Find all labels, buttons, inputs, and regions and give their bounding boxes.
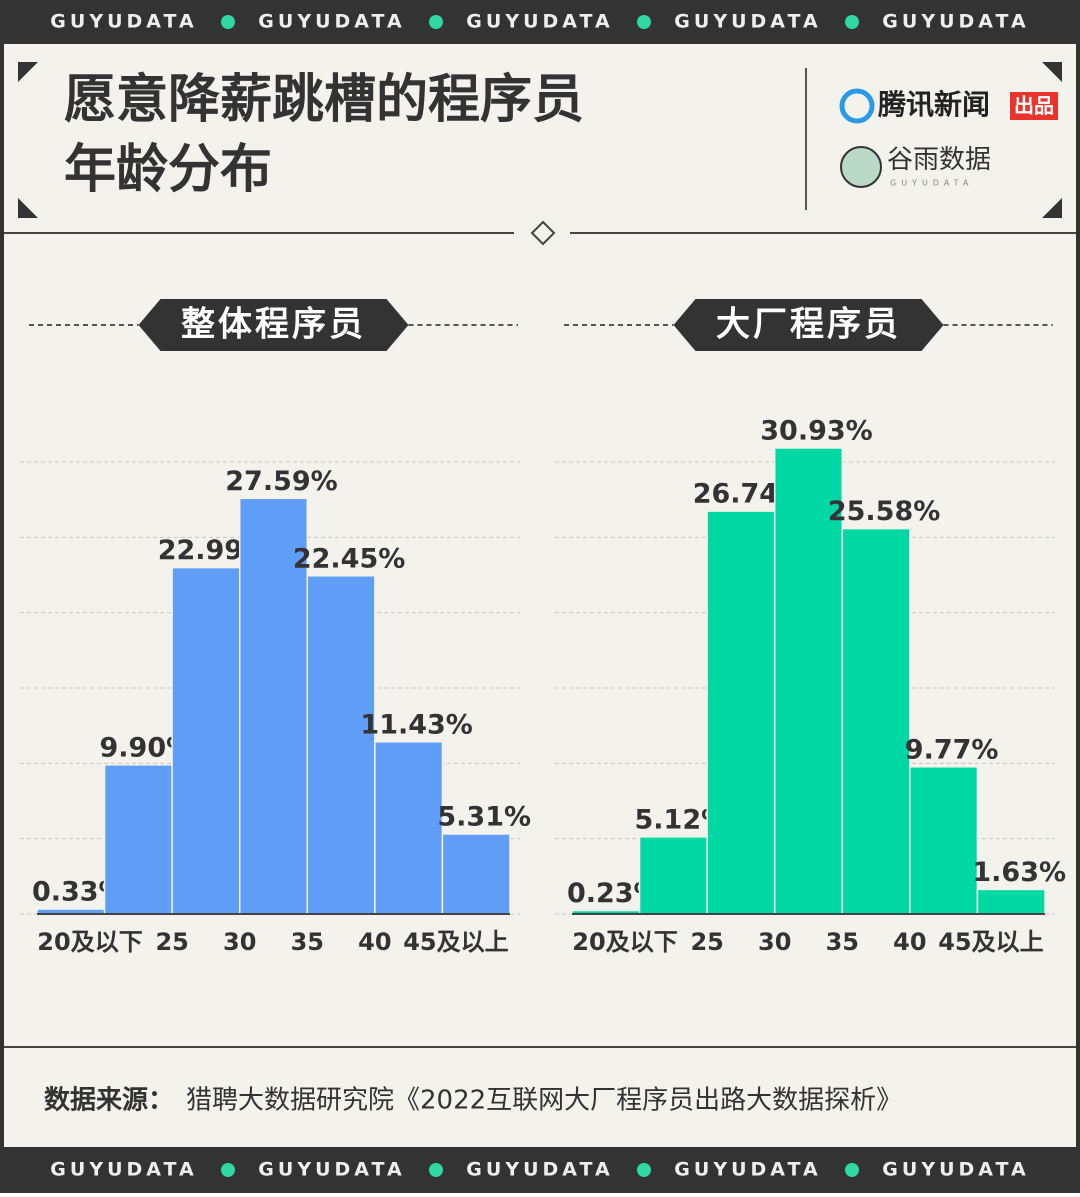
publisher: 腾讯新闻 — [878, 88, 990, 121]
bar — [374, 741, 444, 915]
value-label: 11.43% — [360, 709, 472, 740]
title-pill — [138, 299, 409, 351]
value-label: 5.31% — [437, 801, 531, 832]
source-label: 数据来源： — [44, 1086, 174, 1116]
diamond — [530, 220, 556, 246]
x-tick-label: 25 — [690, 928, 723, 956]
x-tick-label: 30 — [223, 928, 256, 956]
corner — [1042, 62, 1062, 82]
banner-dot — [637, 15, 651, 29]
banner-text: GUYUDATA — [466, 11, 613, 33]
banner-text: GUYUDATA — [258, 11, 405, 33]
banner-dot — [429, 1163, 443, 1177]
value-label: 9.77% — [905, 734, 999, 765]
chart-title: 整体程序员 — [181, 305, 366, 345]
x-tick-label: 35 — [291, 928, 324, 956]
banners: GUYUDATA GUYUDATA GUYUDATA GUYUDATA GUYUDATA… — [50, 11, 1029, 1181]
banner-text: GUYUDATA — [882, 1159, 1029, 1181]
corner — [18, 198, 38, 218]
banner-dot — [221, 1163, 235, 1177]
banner-text: GUYUDATA — [882, 11, 1029, 33]
partner: 谷雨数据 — [887, 145, 991, 174]
banner-text: GUYUDATA — [50, 1159, 197, 1181]
banner-text: GUYUDATA — [258, 1159, 405, 1181]
value-label: 27.59% — [225, 466, 337, 497]
x-tick-label: 40 — [358, 928, 391, 956]
banner-text: GUYUDATA — [674, 11, 821, 33]
x-tick-label: 40 — [893, 928, 926, 956]
x-tick-label: 30 — [758, 928, 791, 956]
x-tick-label: 35 — [826, 928, 859, 956]
bar — [103, 764, 173, 915]
bar — [976, 888, 1046, 915]
title: 年龄分布 — [64, 140, 272, 200]
bar — [773, 447, 844, 915]
x-tick-label: 25 — [155, 928, 188, 956]
banner-dot — [429, 15, 443, 29]
chart-title: 大厂程序员 — [716, 305, 901, 345]
value-label: 1.63% — [972, 857, 1066, 888]
canvas — [4, 44, 1076, 1147]
charts: 整体程序员0.33%9.90%22.99%27.59%22.45%11.43%5… — [20, 299, 1066, 956]
bar — [306, 575, 376, 915]
title: 愿意降薪跳槽的程序员 — [64, 70, 584, 130]
x-tick-label: 45及以上 — [938, 928, 1043, 956]
corner — [1042, 198, 1062, 218]
source-text: 猎聘大数据研究院《2022互联网大厂程序员出路大数据探析》 — [186, 1086, 902, 1116]
banner-dot — [637, 1163, 651, 1177]
value-label: 25.58% — [828, 496, 940, 527]
x-tick-label: 20及以下 — [572, 928, 677, 956]
banner-text: GUYUDATA — [50, 11, 197, 33]
bar — [638, 836, 708, 915]
bar — [841, 527, 911, 915]
bar — [238, 497, 309, 915]
value-label: 30.93% — [760, 415, 872, 446]
bar — [909, 766, 979, 915]
title-pill — [673, 299, 944, 351]
corner — [18, 62, 38, 82]
publisher-logo — [839, 88, 875, 124]
tag-bg — [1010, 92, 1058, 120]
bar — [171, 566, 241, 915]
banner-dot — [845, 1163, 859, 1177]
value-label: 22.45% — [293, 543, 405, 574]
banner-text: GUYUDATA — [466, 1159, 613, 1181]
banner-text: GUYUDATA — [674, 1159, 821, 1181]
bar — [706, 510, 776, 915]
x-tick-label: 20及以下 — [37, 928, 142, 956]
x-tick-label: 45及以上 — [403, 928, 508, 956]
partner-sub: GUYUDATA — [890, 179, 973, 188]
banner-dot — [221, 15, 235, 29]
publisher-tag: 出品 — [1014, 94, 1054, 118]
bar — [441, 833, 511, 915]
partner-logo — [840, 146, 882, 188]
banner-dot — [845, 15, 859, 29]
